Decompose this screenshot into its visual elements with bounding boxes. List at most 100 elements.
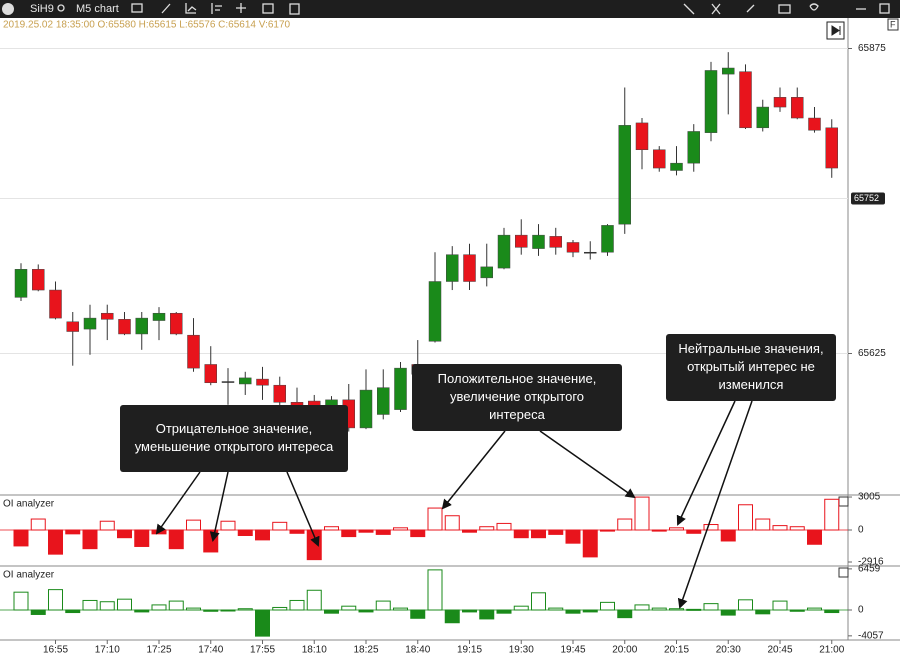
candle-body — [791, 97, 804, 119]
y-tick-label: 65875 — [858, 43, 886, 54]
x-tick-label: 19:45 — [560, 645, 585, 656]
candle-body — [170, 312, 183, 335]
oi-bar — [651, 607, 667, 611]
callout-arrow — [441, 430, 506, 510]
panel-title: OI analyzer — [3, 570, 55, 581]
timeframe[interactable]: M5 chart — [76, 3, 119, 15]
y-tick-label: 6459 — [858, 564, 881, 575]
oi-bar — [65, 529, 81, 535]
oi-bar — [444, 609, 460, 624]
oi-bar — [30, 518, 46, 531]
candle-body — [722, 67, 735, 75]
oi-bar — [99, 520, 115, 531]
candle-body — [704, 70, 718, 133]
candle-body — [66, 321, 79, 332]
candle-body — [601, 225, 614, 253]
oi-bar — [686, 608, 702, 611]
callout-box — [666, 334, 836, 401]
callout-box — [120, 405, 348, 472]
y-tick-label: 0 — [858, 605, 864, 616]
candle-body — [773, 97, 787, 108]
x-tick-label: 20:30 — [716, 645, 741, 656]
oi-bar — [203, 529, 219, 553]
candle-body — [635, 122, 649, 151]
oi-bar — [134, 609, 150, 613]
candle-body — [359, 389, 373, 429]
x-tick-label: 20:45 — [767, 645, 792, 656]
y-tick-label: -4057 — [858, 630, 884, 641]
candle-body — [32, 269, 45, 291]
callout-text: интереса — [489, 407, 545, 422]
x-tick-label: 20:00 — [612, 645, 637, 656]
oi-bar — [427, 507, 443, 531]
oi-bar — [13, 591, 29, 611]
x-tick-label: 18:40 — [405, 645, 430, 656]
oi-bar — [306, 589, 322, 611]
oi-bar — [789, 609, 805, 612]
oi-bar — [565, 609, 581, 614]
callout-text: открытый интерес не — [687, 359, 815, 374]
oi-bar — [220, 609, 236, 612]
oi-bar — [117, 598, 132, 611]
x-tick-label: 16:55 — [43, 645, 68, 656]
scroll-end-icon[interactable] — [831, 25, 841, 36]
oi-bar — [444, 515, 460, 531]
oi-bar — [669, 608, 684, 611]
ohlc-info: 2019.25.02 18:35:00 O:65580 H:65615 L:65… — [3, 20, 291, 31]
candle-body — [118, 319, 131, 335]
oi-bar — [462, 609, 477, 613]
candle-body — [394, 367, 407, 410]
callout-arrow — [155, 471, 201, 535]
oi-bar — [772, 525, 788, 531]
panel-close[interactable] — [838, 496, 849, 507]
oi-bar — [341, 529, 357, 538]
oi-bar — [703, 603, 719, 611]
logo[interactable] — [2, 3, 14, 15]
oi-bar — [565, 529, 581, 544]
oi-bar — [824, 609, 840, 614]
oi-bar — [30, 609, 46, 615]
toolbar-icons[interactable] — [57, 3, 890, 15]
oi-bar — [531, 592, 546, 611]
oi-bar — [755, 518, 771, 531]
oi-bar — [255, 529, 270, 541]
oi-bar — [824, 498, 840, 531]
oi-bar — [548, 607, 564, 611]
oi-bar — [358, 609, 374, 613]
x-tick-label: 18:10 — [302, 645, 327, 656]
callout-arrow — [209, 471, 229, 542]
symbol[interactable]: SiH9 — [30, 3, 54, 15]
oi-bar — [48, 589, 63, 611]
candle-body — [463, 254, 476, 282]
callout-text: изменился — [719, 377, 784, 392]
candle-body — [808, 117, 821, 131]
oi-bar — [617, 609, 633, 619]
candle-body — [670, 162, 683, 171]
oi-bar — [99, 601, 115, 611]
f-button[interactable] — [887, 18, 899, 31]
candle-body — [239, 377, 252, 385]
oi-bar — [703, 524, 719, 531]
y-tick-label: 65625 — [858, 348, 886, 359]
oi-bar — [755, 609, 771, 615]
candle-body — [221, 381, 235, 383]
f-icon[interactable]: F — [890, 19, 896, 29]
oi-bar — [255, 609, 270, 637]
candle-body — [532, 234, 545, 249]
oi-bar — [237, 608, 253, 611]
x-tick-label: 17:55 — [250, 645, 275, 656]
x-tick-label: 19:30 — [509, 645, 534, 656]
callout-text: Положительное значение, — [438, 371, 597, 386]
candle-body — [549, 236, 562, 248]
x-tick-label: 20:15 — [664, 645, 689, 656]
candle-body — [653, 149, 666, 169]
x-tick-label: 21:00 — [819, 645, 844, 656]
y-tick-label: 3005 — [858, 492, 881, 503]
panel-close[interactable] — [838, 567, 849, 578]
oi-bar — [531, 529, 546, 539]
oi-bar — [410, 609, 426, 619]
candle-body — [756, 106, 769, 129]
last-price-label: 65752 — [854, 193, 879, 203]
oi-bar — [358, 529, 374, 533]
oi-bar — [220, 520, 236, 531]
